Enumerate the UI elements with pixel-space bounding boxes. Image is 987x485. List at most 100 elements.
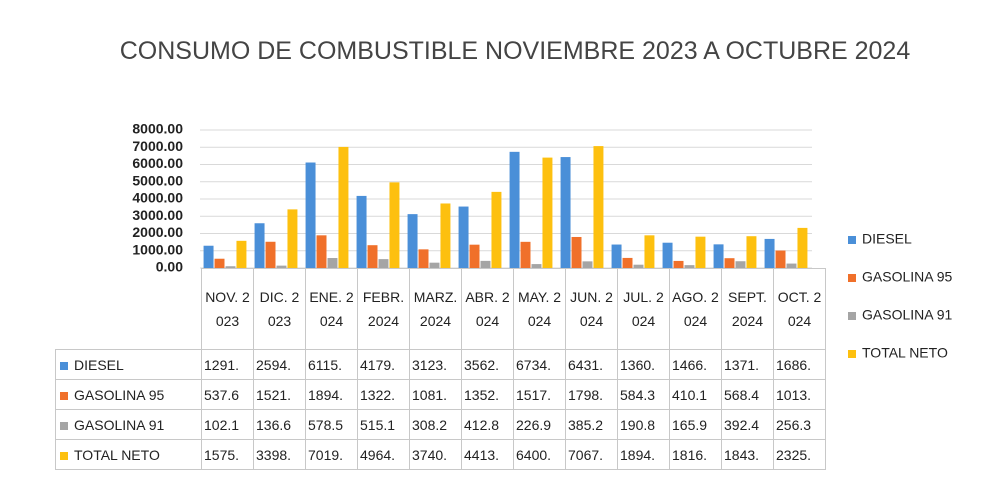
table-value: 190.8: [617, 409, 670, 440]
row-label: GASOLINA 91: [55, 409, 202, 440]
legend-key: [60, 391, 68, 400]
bar: [786, 263, 797, 268]
bar: [764, 238, 775, 268]
bar: [713, 244, 724, 268]
bar: [305, 162, 316, 268]
bar: [254, 223, 265, 268]
category-label: OCT. 2024: [773, 268, 826, 350]
table-value: 578.5: [305, 409, 358, 440]
table-value: 1013.: [773, 379, 826, 410]
table-row: GASOLINA 91 102.1 136.6 578.5 515.1 308.2 412.…: [55, 409, 826, 440]
table-value: 3562.: [461, 349, 514, 380]
bar: [236, 240, 247, 268]
series-name: DIESEL: [74, 356, 124, 373]
table-value: 2325.: [773, 439, 826, 470]
legend-key: [60, 361, 68, 370]
bar: [582, 261, 593, 268]
table-value: 1371.: [721, 349, 774, 380]
table-row: GASOLINA 95 537.6 1521. 1894. 1322. 1081. 1352…: [55, 379, 826, 410]
y-tick-label: 7000.00: [132, 138, 183, 154]
table-value: 6431.: [565, 349, 618, 380]
table-value: 1517.: [513, 379, 566, 410]
bar: [225, 266, 236, 268]
table-header-row: NOV. 2023 DIC. 2023 ENE. 2024 FEBR. 2024 MAR…: [56, 268, 826, 350]
bar: [418, 249, 429, 268]
table-value: 410.1: [669, 379, 722, 410]
bar: [673, 260, 684, 268]
bar: [480, 260, 491, 268]
table-value: 1360.: [617, 349, 670, 380]
table-value: 6400.: [513, 439, 566, 470]
legend-key: [848, 274, 856, 282]
y-tick-label: 4000.00: [132, 190, 183, 206]
category-label: AGO. 2024: [669, 268, 722, 350]
table-value: 1894.: [305, 379, 358, 410]
table-value: 392.4: [721, 409, 774, 440]
table-value: 6115.: [305, 349, 358, 380]
series-name: GASOLINA 91: [74, 416, 165, 433]
table-value: 584.3: [617, 379, 670, 410]
category-label: MARZ. 2024: [409, 268, 462, 350]
table-row: DIESEL 1291. 2594. 6115. 4179. 3123. 3562. 6734…: [55, 349, 826, 380]
bar: [520, 241, 531, 268]
bar: [531, 264, 542, 268]
table-value: 515.1: [357, 409, 410, 440]
table-value: 1575.: [201, 439, 254, 470]
table-value: 3740.: [409, 439, 462, 470]
bar: [684, 265, 695, 268]
bar: [593, 146, 604, 268]
y-tick-label: 6000.00: [132, 155, 183, 171]
table-value: 1322.: [357, 379, 410, 410]
chart-title: CONSUMO DE COMBUSTIBLE NOVIEMBRE 2023 A …: [119, 37, 911, 65]
bar: [265, 241, 276, 268]
table-value: 165.9: [669, 409, 722, 440]
table-value: 1081.: [409, 379, 462, 410]
category-label: MAY. 2024: [513, 268, 566, 350]
bar: [491, 191, 502, 268]
legend-label: GASOLINA 91: [862, 307, 952, 323]
legend-label: DIESEL: [862, 231, 912, 247]
bar: [571, 236, 582, 268]
bar: [746, 236, 757, 268]
table-value: 2594.: [253, 349, 306, 380]
row-label: DIESEL: [55, 349, 202, 380]
bar: [622, 257, 633, 268]
legend-key: [848, 350, 856, 358]
series-name: GASOLINA 95: [74, 386, 165, 403]
bar: [560, 157, 571, 268]
bar: [542, 157, 553, 268]
table-value: 102.1: [201, 409, 254, 440]
y-tick-label: 1000.00: [132, 241, 183, 257]
table-value: 568.4: [721, 379, 774, 410]
bar: [407, 214, 418, 268]
bar: [287, 209, 298, 268]
table-corner: [56, 269, 202, 350]
table-value: 1798.: [565, 379, 618, 410]
table-row: TOTAL NETO 1575. 3398. 7019. 4964. 3740. 4413.…: [55, 439, 826, 470]
table-value: 6734.: [513, 349, 566, 380]
bar: [735, 261, 746, 268]
series-name: TOTAL NETO: [74, 446, 160, 463]
bar: [440, 203, 451, 268]
bar: [611, 244, 622, 268]
legend-key: [60, 421, 68, 430]
bar: [367, 245, 378, 268]
category-label: ENE. 2024: [305, 268, 358, 350]
table-value: 1816.: [669, 439, 722, 470]
category-label: FEBR. 2024: [357, 268, 410, 350]
table-value: 412.8: [461, 409, 514, 440]
table-value: 7019.: [305, 439, 358, 470]
table-value: 226.9: [513, 409, 566, 440]
bar: [662, 242, 673, 268]
bar: [389, 182, 400, 268]
legend-key: [848, 312, 856, 320]
table-value: 7067.: [565, 439, 618, 470]
bar: [327, 258, 338, 268]
bar: [429, 262, 440, 268]
category-label: JUN. 2024: [565, 268, 618, 350]
legend-key: [848, 236, 856, 244]
bar: [378, 259, 389, 268]
table-value: 1894.: [617, 439, 670, 470]
table-value: 308.2: [409, 409, 462, 440]
